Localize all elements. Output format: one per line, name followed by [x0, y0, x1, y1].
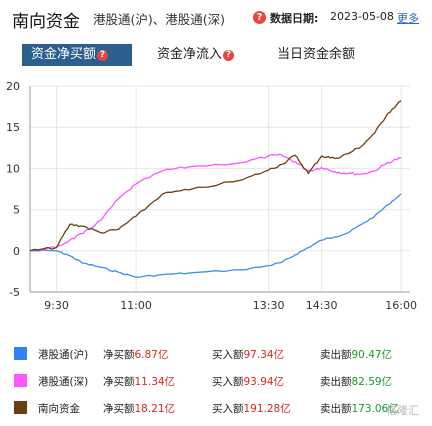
y-tick-label: 5	[13, 204, 20, 217]
date-label: 数据日期:	[270, 12, 319, 25]
page-subtitle: 港股通(沪)、港股通(深)	[93, 12, 226, 27]
help-icon[interactable]: ?	[97, 50, 109, 61]
x-tick-label: 13:30	[253, 299, 285, 312]
y-tick-label: -5	[9, 286, 20, 299]
series-line	[30, 193, 402, 278]
x-tick-label: 11:00	[120, 299, 152, 312]
y-tick-label: 20	[6, 80, 20, 93]
help-icon[interactable]: ?	[223, 50, 235, 61]
tab-net-buy[interactable]: 资金净买额?	[22, 44, 132, 66]
series-line	[29, 100, 402, 252]
buy-amount: 买入额93.94亿	[212, 376, 285, 388]
legend-swatch	[14, 401, 27, 414]
legend-swatch	[14, 347, 27, 360]
sell-amount: 卖出额82.59亿	[320, 376, 393, 388]
tab-label: 当日资金余额	[277, 47, 356, 62]
buy-amount: 买入额97.34亿	[212, 349, 285, 361]
buy-amount: 买入额191.28亿	[212, 403, 291, 415]
x-tick-label: 9:30	[44, 299, 69, 312]
watermark-logo: 格隆汇	[386, 404, 419, 417]
y-tick-label: 10	[6, 162, 20, 175]
date-value: 2023-05-08	[330, 10, 394, 23]
legend-row-sh: 港股通(沪) 净买额6.87亿 买入额97.34亿 卖出额90.47亿	[0, 343, 432, 365]
legend-name: 港股通(深)	[38, 376, 89, 388]
legend-row-south: 南向资金 净买额18.21亿 买入额191.28亿 卖出额173.06亿	[0, 397, 432, 419]
tab-daily-balance[interactable]: 当日资金余额	[277, 44, 355, 66]
net-buy: 净买额6.87亿	[103, 349, 169, 361]
x-tick-label: 16:00	[385, 299, 417, 312]
legend-name: 南向资金	[38, 403, 80, 415]
x-tick-label: 14:30	[306, 299, 338, 312]
page-title: 南向资金	[12, 12, 80, 32]
legend-name: 港股通(沪)	[38, 349, 89, 361]
more-link[interactable]: 更多	[397, 12, 419, 25]
y-tick-label: 0	[13, 245, 20, 258]
net-buy: 净买额11.34亿	[103, 376, 176, 388]
tab-label: 资金净买额	[31, 47, 97, 62]
help-icon[interactable]: ?	[253, 11, 266, 24]
sell-amount: 卖出额90.47亿	[320, 349, 393, 361]
legend-swatch	[14, 374, 27, 387]
tab-net-inflow[interactable]: 资金净流入?	[157, 44, 235, 66]
y-tick-label: 15	[6, 121, 20, 134]
legend-row-sz: 港股通(深) 净买额11.34亿 买入额93.94亿 卖出额82.59亿	[0, 370, 432, 392]
net-buy: 净买额18.21亿	[103, 403, 176, 415]
sell-amount: 卖出额173.06亿	[320, 403, 399, 415]
tab-label: 资金净流入	[157, 47, 223, 62]
tab-bar: 资金净买额? 资金净流入? 当日资金余额	[0, 44, 432, 66]
header: 南向资金 港股通(沪)、港股通(深) ? 数据日期: 2023-05-08 更多	[0, 0, 432, 34]
line-chart: 20 15 10 5 0 -5 9:30 11:00 13:30 14:30 16:00	[6, 80, 417, 312]
